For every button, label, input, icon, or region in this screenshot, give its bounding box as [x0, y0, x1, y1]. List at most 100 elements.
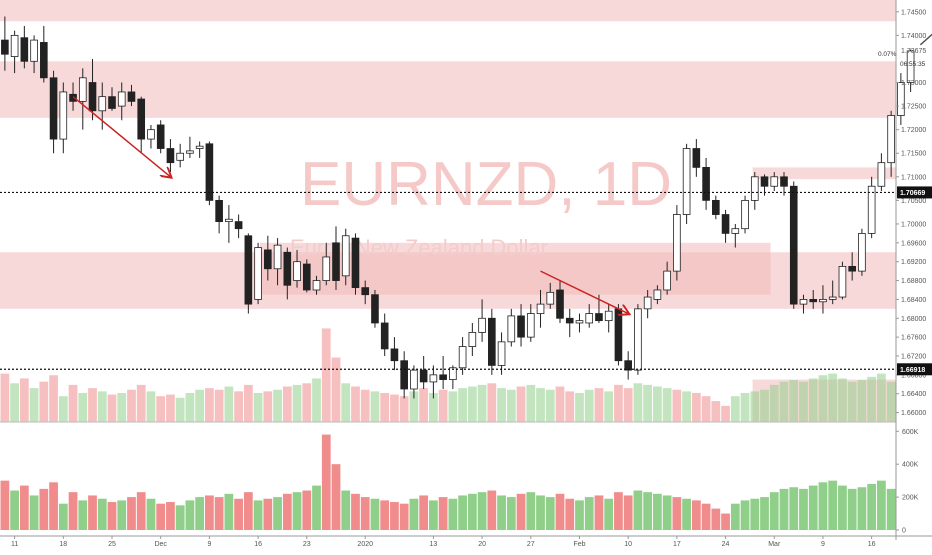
candles-layer: [1, 16, 915, 399]
time-axis[interactable]: 11 18 25 Dec 9 16 23 2020 13 20 27 Feb 10 17 24 Mar 9 16: [0, 535, 932, 548]
candle-down: [488, 317, 496, 366]
volume-bar: [88, 495, 97, 530]
volume-bar: [380, 500, 390, 530]
volume-bar: [545, 497, 555, 530]
candle-up: [429, 374, 438, 383]
time-tick-label: Feb: [573, 541, 585, 548]
volume-overlay-bar: [799, 381, 808, 422]
candle-up: [838, 266, 847, 298]
volume-overlay-bar: [117, 392, 127, 422]
volume-overlay-bar: [653, 386, 662, 422]
volume-overlay-bar: [351, 386, 360, 422]
volume-bar: [691, 500, 701, 530]
volume-bar: [760, 497, 769, 530]
volume-bar: [614, 492, 623, 530]
volume-overlay-bar: [467, 386, 477, 422]
volume-overlay-bar: [536, 388, 545, 422]
time-tick-label: 11: [11, 541, 18, 548]
volume-overlay-bar: [127, 389, 136, 422]
candle-down: [88, 82, 97, 112]
volume-overlay-bar: [526, 384, 536, 422]
volume-overlay-bar: [409, 391, 419, 422]
volume-bar: [643, 492, 653, 530]
trend-arrow: [919, 33, 932, 46]
candle-down: [49, 77, 58, 140]
candle-down: [439, 374, 447, 380]
volume-bar: [789, 487, 799, 530]
volume-bar: [808, 485, 818, 530]
volume-bar: [458, 495, 467, 530]
volume-tick-label: 600K: [902, 429, 919, 436]
price-axis[interactable]: 1.74500 1.74000 1.73000 1.72500 1.72000 1.715…: [895, 0, 932, 540]
volume-overlay-bar: [19, 378, 29, 422]
volume-bar: [175, 505, 185, 530]
volume-bar: [195, 497, 205, 530]
volume-bar: [623, 495, 633, 530]
volume-bar: [399, 503, 409, 530]
volume-bar: [730, 503, 740, 530]
time-tick-label: 9: [207, 541, 211, 548]
volume-bar: [886, 488, 896, 530]
candle-down: [361, 287, 370, 296]
volume-overlay-bar: [263, 391, 273, 422]
candle-down: [215, 199, 223, 223]
volume-overlay-bar: [39, 381, 49, 422]
volume-bar: [127, 497, 136, 530]
candle-up: [575, 320, 584, 324]
volume-overlay-bar: [0, 373, 10, 422]
volume-tick-label: 0: [902, 528, 906, 535]
candle-down: [40, 42, 48, 79]
candle-up: [585, 313, 594, 324]
volume-overlay-bar: [243, 384, 253, 422]
volume-bar: [721, 513, 730, 530]
volume-overlay-bar: [477, 384, 487, 422]
volume-bar: [390, 502, 399, 530]
volume-overlay-bar: [730, 396, 740, 422]
candle-down: [69, 93, 77, 102]
volume-axis[interactable]: 600K 400K 200K 0: [896, 429, 919, 535]
candle-down: [234, 221, 243, 230]
volume-overlay-bar: [205, 388, 214, 422]
volume-overlay-bar: [633, 383, 643, 422]
volume-bar: [779, 488, 789, 530]
volume-overlay-bar: [818, 375, 828, 422]
candle-down: [692, 148, 701, 168]
volume-overlay-bar: [234, 391, 243, 422]
time-tick-label: 25: [108, 541, 116, 548]
volume-bar: [565, 498, 575, 530]
candle-up: [117, 91, 126, 107]
candle-up: [410, 369, 418, 390]
volume-bar: [419, 495, 429, 530]
volume-overlay-bar: [721, 405, 730, 422]
volume-overlay-bar: [360, 389, 370, 422]
candle-down: [760, 176, 769, 187]
volume-bar: [799, 488, 808, 530]
candle-up: [770, 176, 779, 187]
volume-overlay-bar: [341, 383, 351, 422]
volume-overlay-bar: [691, 392, 701, 422]
arrows-layer: [72, 33, 932, 314]
trend-arrow: [72, 96, 170, 177]
volume-overlay-bar: [682, 391, 691, 422]
candle-down: [108, 96, 116, 109]
candle-up: [507, 315, 516, 343]
candle-up: [604, 310, 613, 322]
volume-tick-label: 400K: [902, 462, 919, 469]
candle-up: [741, 199, 749, 230]
volume-bar: [107, 502, 117, 530]
volume-overlay-bar: [643, 384, 653, 422]
candle-down: [1, 39, 9, 55]
candle-up: [78, 77, 87, 102]
volume-bar: [243, 492, 253, 530]
candle-up: [858, 232, 866, 272]
candle-up: [30, 39, 38, 62]
volume-overlay-bar: [10, 383, 19, 422]
volume-overlay-bar: [282, 386, 292, 422]
candle-down: [205, 143, 214, 201]
volume-bar: [575, 500, 584, 530]
candle-down: [380, 322, 389, 350]
candle-up: [682, 148, 691, 215]
price-info: 0.07% 06:55:35: [878, 51, 926, 68]
